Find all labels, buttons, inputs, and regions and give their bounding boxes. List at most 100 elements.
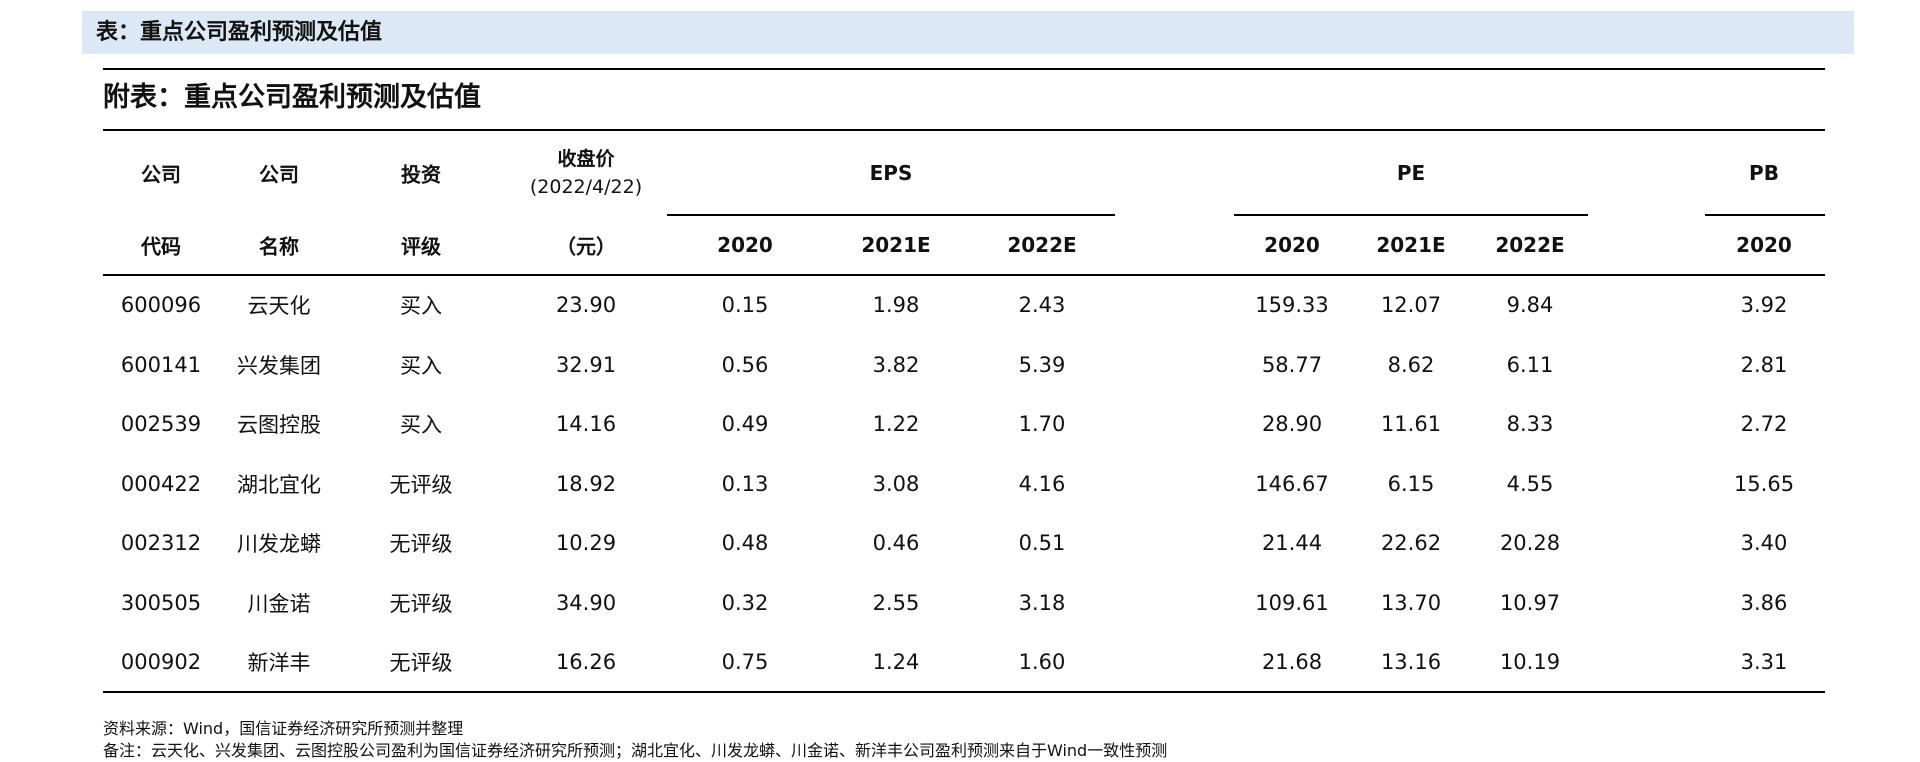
cell-close-price: 23.90 xyxy=(555,293,617,317)
cell-rating: 买入 xyxy=(400,294,442,318)
cell-name: 云天化 xyxy=(247,294,311,318)
cell-pe-2022e: 10.97 xyxy=(1499,590,1561,615)
header-eps-2020: 2020 xyxy=(717,233,773,257)
cell-name: 川发龙蟒 xyxy=(237,532,321,556)
cell-eps-2020: 0.15 xyxy=(721,293,769,317)
pe-group-rule xyxy=(1234,214,1588,216)
cell-pe-2020: 146.67 xyxy=(1255,471,1329,496)
cell-name: 新洋丰 xyxy=(247,651,311,675)
header-price-unit: （元） xyxy=(556,234,616,259)
cell-pe-2020: 58.77 xyxy=(1261,352,1323,377)
cell-close-price: 10.29 xyxy=(555,531,617,555)
cell-pe-2020: 109.61 xyxy=(1255,590,1329,615)
cell-code: 002539 xyxy=(120,412,202,436)
cell-eps-2021e: 1.98 xyxy=(872,293,920,317)
header-close-price-label: 收盘价 xyxy=(557,148,615,170)
header-pe-2021e: 2021E xyxy=(1376,233,1446,257)
cell-eps-2020: 0.75 xyxy=(721,650,769,674)
cell-pe-2021e: 13.16 xyxy=(1380,650,1442,674)
header-company-name-top: 公司 xyxy=(259,162,299,187)
remark-note: 备注：云天化、兴发集团、云图控股公司盈利为国信证券经济研究所预测；湖北宜化、川发… xyxy=(103,741,1168,760)
cell-eps-2021e: 1.22 xyxy=(872,412,920,436)
cell-pb-2020: 15.65 xyxy=(1733,471,1795,496)
cell-eps-2022e: 3.18 xyxy=(1018,590,1066,615)
header-pe: PE xyxy=(1396,161,1426,185)
cell-pe-2022e: 10.19 xyxy=(1499,650,1561,674)
top-rule xyxy=(103,68,1825,70)
header-rating-top: 投资 xyxy=(401,162,441,187)
cell-code: 000422 xyxy=(120,471,202,496)
header-pb: PB xyxy=(1749,161,1779,185)
source-note: 资料来源：Wind，国信证券经济研究所预测并整理 xyxy=(103,719,464,738)
table-subtitle: 附表：重点公司盈利预测及估值 xyxy=(103,82,481,113)
eps-group-rule xyxy=(667,214,1115,216)
cell-eps-2022e: 1.60 xyxy=(1018,650,1066,674)
table-caption: 表：重点公司盈利预测及估值 xyxy=(82,11,1854,54)
cell-pb-2020: 2.81 xyxy=(1740,352,1788,377)
header-bottom-rule xyxy=(103,274,1825,276)
cell-pe-2020: 28.90 xyxy=(1261,412,1323,436)
cell-rating: 无评级 xyxy=(389,532,453,556)
cell-pb-2020: 3.92 xyxy=(1740,293,1788,317)
notes: 资料来源：Wind，国信证券经济研究所预测并整理 备注：云天化、兴发集团、云图控… xyxy=(103,718,1167,762)
cell-eps-2021e: 3.08 xyxy=(872,471,920,496)
cell-pe-2022e: 8.33 xyxy=(1506,412,1554,436)
header-pe-2020: 2020 xyxy=(1264,233,1320,257)
pb-group-rule xyxy=(1705,214,1825,216)
cell-pe-2021e: 13.70 xyxy=(1380,590,1442,615)
cell-rating: 买入 xyxy=(400,413,442,437)
cell-code: 002312 xyxy=(120,531,202,555)
cell-pe-2021e: 6.15 xyxy=(1387,471,1435,496)
cell-close-price: 16.26 xyxy=(555,650,617,674)
cell-rating: 无评级 xyxy=(389,591,453,616)
cell-eps-2022e: 0.51 xyxy=(1018,531,1066,555)
cell-pb-2020: 3.31 xyxy=(1740,650,1788,674)
cell-pe-2021e: 8.62 xyxy=(1387,352,1435,377)
cell-eps-2021e: 1.24 xyxy=(872,650,920,674)
cell-rating: 买入 xyxy=(400,353,442,378)
cell-pe-2022e: 20.28 xyxy=(1499,531,1561,555)
cell-eps-2022e: 2.43 xyxy=(1018,293,1066,317)
cell-name: 云图控股 xyxy=(237,413,321,437)
header-rating: 评级 xyxy=(401,234,441,259)
header-pb-2020: 2020 xyxy=(1736,233,1792,257)
cell-eps-2022e: 5.39 xyxy=(1018,352,1066,377)
cell-pb-2020: 3.40 xyxy=(1740,531,1788,555)
cell-close-price: 14.16 xyxy=(555,412,617,436)
cell-pb-2020: 2.72 xyxy=(1740,412,1788,436)
cell-close-price: 18.92 xyxy=(555,471,617,496)
cell-rating: 无评级 xyxy=(389,472,453,497)
cell-eps-2022e: 4.16 xyxy=(1018,471,1066,496)
cell-eps-2022e: 1.70 xyxy=(1018,412,1066,436)
header-pe-2022e: 2022E xyxy=(1495,233,1565,257)
header-eps-2022e: 2022E xyxy=(1007,233,1077,257)
cell-eps-2020: 0.48 xyxy=(721,531,769,555)
header-close-date: (2022/4/22) xyxy=(529,176,643,198)
cell-eps-2020: 0.32 xyxy=(721,590,769,615)
cell-pe-2020: 159.33 xyxy=(1255,293,1329,317)
cell-pe-2022e: 6.11 xyxy=(1506,352,1554,377)
cell-code: 600096 xyxy=(120,293,202,317)
header-eps-2021e: 2021E xyxy=(861,233,931,257)
cell-pe-2021e: 22.62 xyxy=(1380,531,1442,555)
cell-pe-2020: 21.44 xyxy=(1261,531,1323,555)
cell-name: 川金诺 xyxy=(247,591,311,616)
cell-pb-2020: 3.86 xyxy=(1740,590,1788,615)
cell-eps-2021e: 0.46 xyxy=(872,531,920,555)
header-top-rule xyxy=(103,129,1825,131)
cell-pe-2022e: 9.84 xyxy=(1506,293,1554,317)
cell-pe-2020: 21.68 xyxy=(1261,650,1323,674)
cell-eps-2020: 0.56 xyxy=(721,352,769,377)
cell-eps-2021e: 3.82 xyxy=(872,352,920,377)
cell-eps-2020: 0.49 xyxy=(721,412,769,436)
cell-rating: 无评级 xyxy=(389,651,453,675)
header-company-name: 名称 xyxy=(259,234,299,259)
cell-eps-2021e: 2.55 xyxy=(872,590,920,615)
cell-code: 300505 xyxy=(120,590,202,615)
header-company-code: 代码 xyxy=(141,234,181,259)
cell-code: 600141 xyxy=(120,352,202,377)
cell-close-price: 34.90 xyxy=(555,590,617,615)
cell-code: 000902 xyxy=(120,650,202,674)
table-bottom-rule xyxy=(103,691,1825,693)
header-company-code-top: 公司 xyxy=(141,162,181,187)
